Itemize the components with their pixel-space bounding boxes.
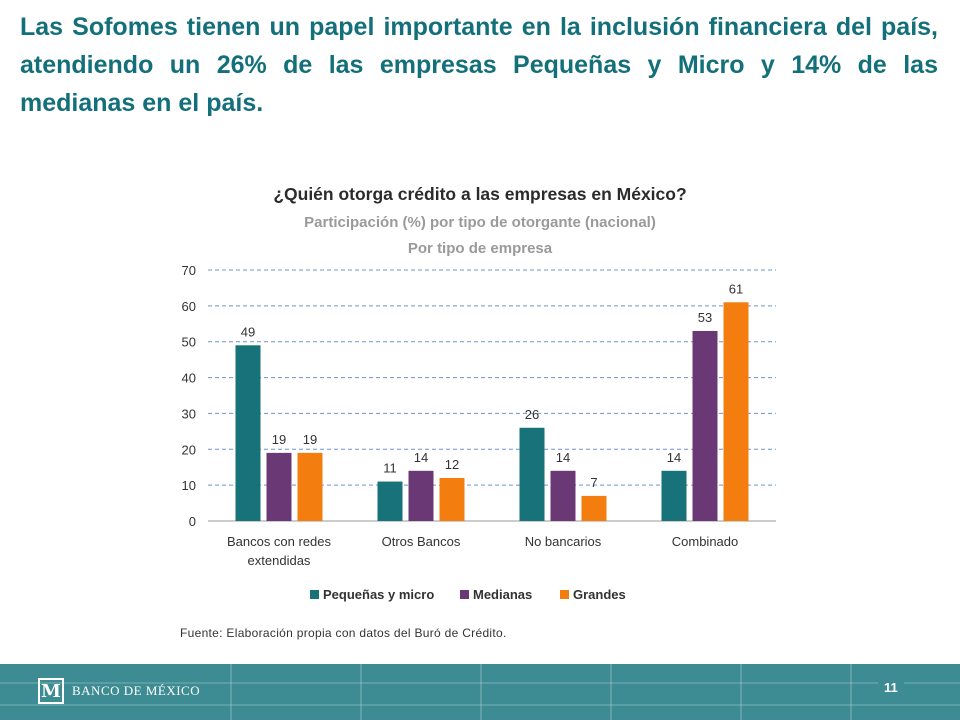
legend-label: Medianas — [473, 587, 532, 602]
y-tick-label: 50 — [182, 335, 196, 350]
data-label: 61 — [729, 281, 743, 296]
footer-decoration — [230, 664, 232, 720]
data-label: 12 — [445, 457, 459, 472]
chart-title: ¿Quién otorga crédito a las empresas en … — [273, 184, 687, 204]
data-label: 7 — [590, 475, 597, 490]
data-label: 11 — [383, 461, 397, 476]
category-label: Combinado — [672, 534, 739, 549]
bar — [297, 452, 323, 521]
bar — [661, 470, 687, 521]
category-label: extendidas — [248, 553, 311, 568]
footer-decoration — [740, 664, 742, 720]
logo-text: BANCO DE MÉXICO — [72, 683, 201, 698]
y-tick-label: 70 — [182, 263, 196, 278]
page-headline: Las Sofomes tienen un papel importante e… — [20, 13, 938, 117]
data-label: 49 — [241, 324, 255, 339]
bar — [266, 452, 292, 521]
y-tick-label: 10 — [182, 478, 196, 493]
bank-emblem-icon: M — [38, 678, 64, 704]
category-label: Bancos con redes — [227, 534, 332, 549]
footer-decoration — [480, 664, 482, 720]
page-number: 11 — [878, 678, 904, 697]
bar — [408, 470, 434, 521]
bar — [519, 427, 545, 521]
data-label: 19 — [303, 432, 317, 447]
bar — [581, 495, 607, 521]
data-label: 53 — [698, 310, 712, 325]
footer-decoration — [0, 682, 960, 684]
data-label: 14 — [556, 450, 570, 465]
data-label: 14 — [667, 450, 681, 465]
bar — [723, 302, 749, 521]
bank-logo: M BANCO DE MÉXICO — [38, 678, 200, 704]
category-label: Otros Bancos — [382, 534, 461, 549]
footer-decoration — [360, 664, 362, 720]
footer-decoration — [850, 664, 852, 720]
y-tick-label: 20 — [182, 442, 196, 457]
footer-decoration — [0, 704, 960, 706]
footer-decoration — [610, 664, 612, 720]
bar — [235, 345, 261, 521]
chart-subtitle-2: Por tipo de empresa — [407, 240, 553, 257]
y-tick-label: 40 — [182, 371, 196, 386]
legend-swatch — [310, 590, 319, 599]
y-tick-label: 60 — [182, 299, 196, 314]
legend-swatch — [560, 590, 569, 599]
data-label: 26 — [525, 407, 539, 422]
y-tick-label: 30 — [182, 406, 196, 421]
data-label: 14 — [414, 450, 428, 465]
data-label: 19 — [272, 432, 286, 447]
legend-label: Pequeñas y micro — [323, 587, 434, 602]
bar — [377, 481, 403, 521]
y-tick-label: 0 — [189, 514, 196, 529]
footer-bar: M BANCO DE MÉXICO 11 — [0, 664, 960, 720]
chart-subtitle-1: Participación (%) por tipo de otorgante … — [304, 214, 656, 231]
legend-swatch — [460, 590, 469, 599]
category-label: No bancarios — [525, 534, 602, 549]
bar — [692, 330, 718, 521]
source-note: Fuente: Elaboración propia con datos del… — [180, 626, 507, 640]
legend-label: Grandes — [573, 587, 626, 602]
bar — [550, 470, 576, 521]
bar-chart: 0 10 20 30 40 50 60 70 49 19 19 Bancos con redes ext… — [182, 263, 776, 602]
bar — [439, 477, 465, 521]
